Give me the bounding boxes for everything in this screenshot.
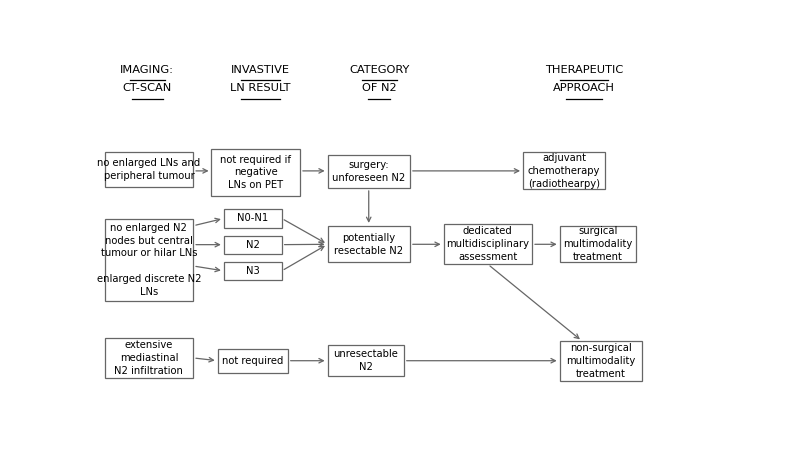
FancyBboxPatch shape	[224, 262, 282, 280]
FancyBboxPatch shape	[217, 349, 288, 373]
Text: N0-N1: N0-N1	[237, 213, 269, 223]
FancyBboxPatch shape	[105, 338, 193, 378]
Text: potentially
resectable N2: potentially resectable N2	[334, 233, 403, 256]
Text: unresectable
N2: unresectable N2	[333, 349, 398, 372]
FancyBboxPatch shape	[559, 341, 642, 381]
Text: not required if
negative
LNs on PET: not required if negative LNs on PET	[221, 155, 292, 190]
FancyBboxPatch shape	[105, 219, 193, 301]
Text: non-surgical
multimodality
treatment: non-surgical multimodality treatment	[566, 343, 635, 379]
Text: dedicated
multidisciplinary
assessment: dedicated multidisciplinary assessment	[446, 227, 530, 262]
Text: CATEGORY: CATEGORY	[349, 65, 410, 75]
Text: THERAPEUTIC: THERAPEUTIC	[545, 65, 623, 75]
Text: INVASTIVE: INVASTIVE	[231, 65, 290, 75]
FancyBboxPatch shape	[211, 149, 300, 196]
FancyBboxPatch shape	[328, 226, 410, 262]
FancyBboxPatch shape	[105, 153, 193, 188]
Text: surgery:
unforeseen N2: surgery: unforeseen N2	[332, 160, 405, 183]
Text: APPROACH: APPROACH	[553, 83, 615, 93]
Text: extensive
mediastinal
N2 infiltration: extensive mediastinal N2 infiltration	[114, 340, 184, 375]
Text: N3: N3	[246, 266, 259, 276]
Text: surgical
multimodality
treatment: surgical multimodality treatment	[563, 227, 633, 262]
FancyBboxPatch shape	[224, 236, 282, 254]
Text: OF N2: OF N2	[362, 83, 396, 93]
FancyBboxPatch shape	[444, 224, 532, 264]
FancyBboxPatch shape	[224, 209, 282, 227]
Text: LN RESULT: LN RESULT	[230, 83, 291, 93]
FancyBboxPatch shape	[523, 153, 605, 189]
FancyBboxPatch shape	[559, 226, 636, 262]
Text: no enlarged N2
nodes but central
tumour or hilar LNs

enlarged discrete N2
LNs: no enlarged N2 nodes but central tumour …	[97, 223, 201, 297]
Text: IMAGING:: IMAGING:	[121, 65, 174, 75]
FancyBboxPatch shape	[328, 345, 403, 376]
Text: no enlarged LNs and
peripheral tumour: no enlarged LNs and peripheral tumour	[97, 158, 200, 181]
Text: N2: N2	[246, 240, 259, 250]
Text: adjuvant
chemotherapy
(radiothearpy): adjuvant chemotherapy (radiothearpy)	[528, 153, 600, 188]
Text: CT-SCAN: CT-SCAN	[123, 83, 172, 93]
Text: not required: not required	[222, 356, 284, 366]
FancyBboxPatch shape	[328, 155, 410, 188]
